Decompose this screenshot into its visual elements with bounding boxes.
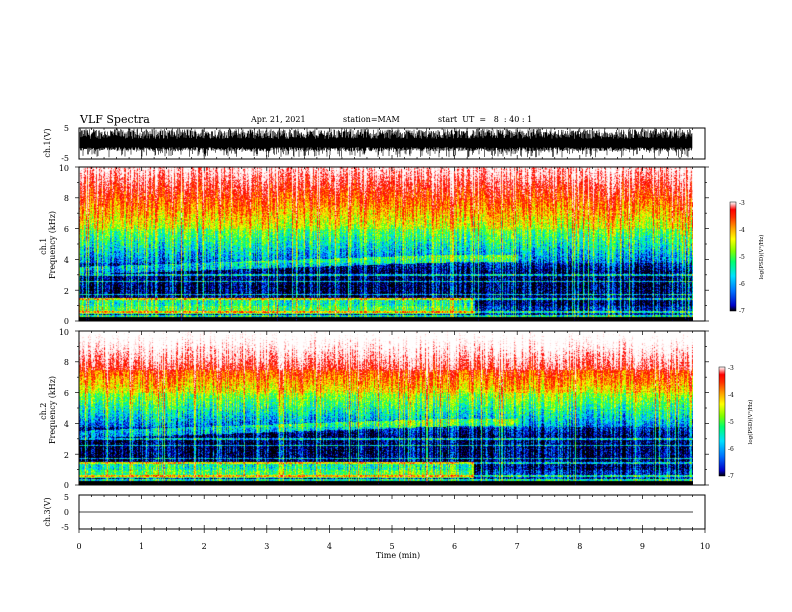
ch1-colorbar-scale — [729, 201, 737, 312]
ch2-ylabel-frequency: Frequency (kHz) — [48, 376, 57, 444]
ch3-tick-5: 5 — [64, 493, 69, 502]
ch1-freq-tick-8: 8 — [64, 194, 69, 203]
station-label: station=MAM — [343, 115, 400, 124]
ch1-freq-tick-0: 0 — [64, 317, 69, 326]
time-tick-10: 10 — [700, 542, 710, 551]
ch2-freq-tick-4: 4 — [64, 420, 69, 429]
ch2-colorbar-tick-neg7: -7 — [728, 473, 734, 480]
ch2-colorbar-label: log(PSD)(V²/Hz) — [747, 400, 754, 445]
ch1-ylabel-channel: ch.1 — [39, 238, 48, 255]
ch1-colorbar-label: log(PSD)(V²/Hz) — [758, 235, 765, 280]
ch1-colorbar-tick-neg4: -4 — [739, 227, 745, 234]
ch2-freq-tick-10: 10 — [59, 328, 69, 337]
ch1-freq-tick-4: 4 — [64, 256, 69, 265]
time-tick-5: 5 — [389, 542, 394, 551]
time-axis-label: Time (min) — [376, 551, 420, 560]
time-tick-3: 3 — [264, 542, 269, 551]
ch2-ylabel-channel: ch.2 — [39, 403, 48, 420]
ch1-colorbar-tick-neg6: -6 — [739, 281, 745, 288]
ch2-spectrogram-ylabel: ch.2 Frequency (kHz) — [39, 376, 57, 444]
time-tick-4: 4 — [327, 542, 332, 551]
ch3-waveform-ylabel: ch.3(V) — [43, 497, 52, 526]
ch2-colorbar-tick-neg4: -4 — [728, 392, 734, 399]
ch2-colorbar-tick-neg6: -6 — [728, 446, 734, 453]
ch1-frequency-ticks — [75, 166, 709, 322]
ch2-freq-tick-8: 8 — [64, 358, 69, 367]
ch2-colorbar: -3 -4 -5 -6 -7 log(PSD)(V²/Hz) — [718, 365, 754, 480]
ch3-tick-0: 0 — [64, 508, 69, 517]
ch2-spectrogram-image — [79, 331, 693, 485]
ch1-colorbar-tick-neg3: -3 — [739, 200, 745, 207]
time-tick-7: 7 — [515, 542, 520, 551]
date-label: Apr. 21, 2021 — [250, 115, 306, 124]
ch1-tick-5: 5 — [64, 124, 69, 133]
time-tick-8: 8 — [577, 542, 582, 551]
ch2-freq-tick-6: 6 — [64, 389, 69, 398]
ch1-tick-neg5: -5 — [61, 154, 69, 163]
time-tick-6: 6 — [452, 542, 457, 551]
start-time-label: start UT = 8 : 40 : 1 — [438, 115, 532, 124]
ch1-spectrogram-ylabel: ch.1 Frequency (kHz) — [39, 211, 57, 279]
ch1-colorbar-tick-neg5: -5 — [739, 254, 745, 261]
ch1-freq-tick-6: 6 — [64, 225, 69, 234]
time-tick-9: 9 — [640, 542, 645, 551]
figure-title: VLF Spectra — [79, 113, 150, 126]
ch2-colorbar-tick-neg3: -3 — [728, 365, 734, 372]
ch3-waveform-panel: 5 0 -5 ch.3(V) — [43, 493, 706, 532]
ch1-waveform-ylabel: ch.1(V) — [43, 128, 52, 157]
ch2-spectrogram-panel: 0 2 4 6 8 10 ch.2 Frequency (kHz) — [39, 328, 709, 490]
ch1-colorbar-tick-neg7: -7 — [739, 308, 745, 315]
ch1-waveform-panel: 5 -5 ch.1(V) — [43, 124, 706, 163]
ch2-colorbar-scale — [718, 366, 726, 477]
ch1-freq-tick-10: 10 — [59, 164, 69, 173]
ch1-spectrogram-image — [79, 167, 693, 321]
ch1-colorbar: -3 -4 -5 -6 -7 log(PSD)(V²/Hz) — [729, 200, 765, 315]
time-tick-2: 2 — [202, 542, 207, 551]
time-axis: 0 1 2 3 4 5 6 7 8 9 10 Time (min) — [76, 542, 710, 560]
time-axis-ticks — [78, 128, 706, 533]
time-tick-1: 1 — [139, 542, 144, 551]
ch2-colorbar-tick-neg5: -5 — [728, 419, 734, 426]
ch2-freq-tick-0: 0 — [64, 481, 69, 490]
ch2-freq-tick-2: 2 — [64, 451, 69, 460]
ch3-tick-neg5: -5 — [61, 523, 69, 532]
time-tick-0: 0 — [76, 542, 81, 551]
ch2-frequency-ticks — [75, 330, 709, 486]
ch1-waveform-trace — [79, 128, 693, 158]
ch1-freq-tick-2: 2 — [64, 287, 69, 296]
ch1-ylabel-frequency: Frequency (kHz) — [48, 211, 57, 279]
ch1-spectrogram-panel: 0 2 4 6 8 10 ch.1 Frequency (kHz) — [39, 164, 709, 326]
